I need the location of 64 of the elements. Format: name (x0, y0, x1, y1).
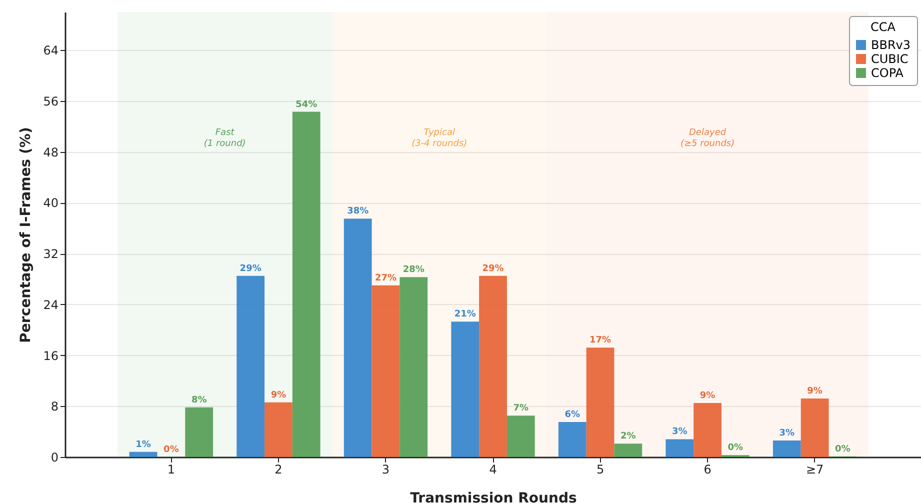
bar (479, 276, 507, 457)
bar (236, 276, 265, 457)
data-label: 0% (164, 445, 179, 455)
bar (800, 398, 829, 457)
data-label: 6% (564, 410, 580, 420)
y-tick-label: 24 (43, 298, 58, 312)
y-tick-label: 40 (43, 196, 58, 210)
x-tick-label: ≥7 (806, 462, 824, 476)
data-label: 29% (240, 264, 262, 274)
band-label: Fast (1 round) (204, 128, 246, 149)
y-tick-label: 16 (43, 348, 58, 363)
data-label: 3% (672, 427, 688, 438)
x-tick-label: 2 (274, 462, 282, 476)
data-label: 7% (513, 404, 529, 414)
bar (372, 285, 400, 457)
x-tick-label: 5 (596, 462, 604, 476)
y-tick-label: 64 (43, 44, 58, 58)
data-label: 27% (374, 273, 397, 284)
legend-title: CCA (870, 20, 896, 34)
x-tick-label: 1 (167, 462, 176, 476)
bar (185, 407, 214, 457)
legend-label: COPA (871, 66, 904, 80)
data-label: 38% (347, 206, 369, 217)
y-tick-label: 56 (43, 94, 58, 108)
bar (451, 322, 480, 457)
y-tick-label: 0 (50, 450, 58, 464)
bar (772, 440, 801, 457)
x-tick-label: 4 (489, 462, 497, 476)
bar (586, 348, 614, 457)
data-label: 54% (296, 100, 318, 110)
data-label: 17% (589, 336, 612, 346)
bar (129, 452, 158, 457)
bar (292, 112, 320, 457)
bar (264, 402, 292, 457)
bar (614, 444, 642, 457)
legend-label: CUBIC (871, 52, 908, 66)
y-tick-label: 32 (43, 247, 58, 262)
bar (506, 416, 535, 457)
bar (558, 422, 586, 457)
bar (666, 439, 694, 457)
band-label: Delayed (≥5 rounds) (680, 128, 735, 149)
data-label: 21% (454, 310, 476, 320)
legend-label: BBRv3 (871, 38, 911, 52)
data-label: 9% (270, 390, 286, 400)
data-label: 29% (482, 264, 504, 274)
data-label: 28% (402, 265, 424, 276)
y-axis-title: Percentage of I-Frames (%) (18, 127, 34, 343)
x-tick-label: 6 (704, 462, 712, 476)
x-axis-title: Transmission Rounds (410, 490, 577, 504)
bar (694, 402, 722, 457)
data-label: 0% (835, 444, 850, 454)
data-label: 2% (620, 432, 636, 442)
data-label: 9% (700, 390, 716, 401)
y-tick-label: 48 (43, 145, 58, 160)
band-label: Typical (3-4 rounds) (412, 128, 468, 149)
y-tick-label: 8 (50, 400, 58, 414)
data-label: 9% (807, 386, 822, 397)
data-label: 1% (136, 440, 151, 450)
data-label: 8% (191, 395, 207, 406)
x-tick-label: 3 (382, 462, 390, 476)
data-label: 0% (728, 443, 744, 454)
bar (400, 277, 428, 457)
bar (344, 218, 372, 457)
data-label: 3% (779, 428, 795, 438)
